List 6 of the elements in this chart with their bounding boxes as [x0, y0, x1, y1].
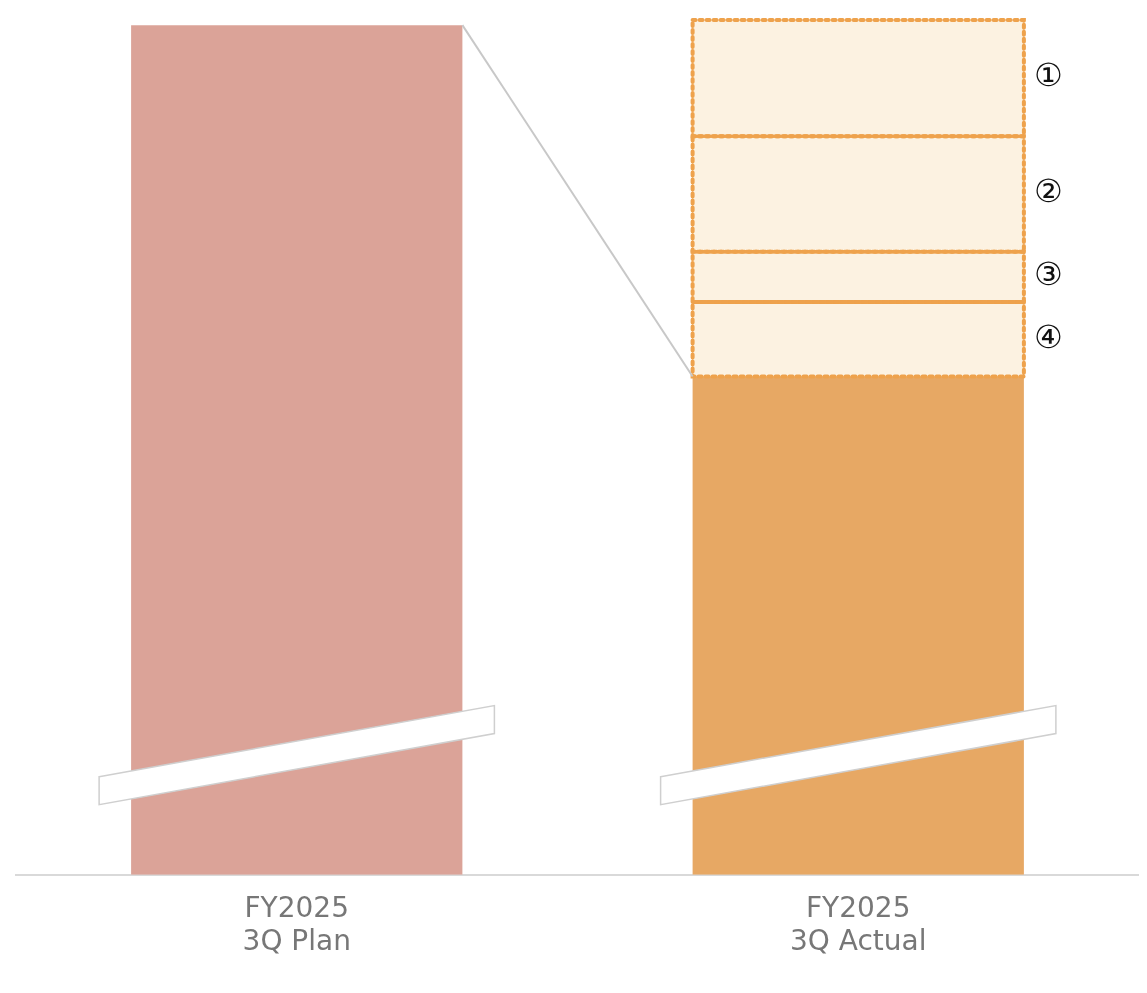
x-tick-label: FY2025 3Q Actual [790, 890, 927, 958]
series-label: ④ [1033, 317, 1063, 356]
series-label: ② [1033, 172, 1063, 211]
x-tick-label: FY2025 3Q Plan [242, 890, 351, 958]
series-label: ③ [1033, 255, 1063, 294]
series-label: ① [1033, 56, 1063, 95]
